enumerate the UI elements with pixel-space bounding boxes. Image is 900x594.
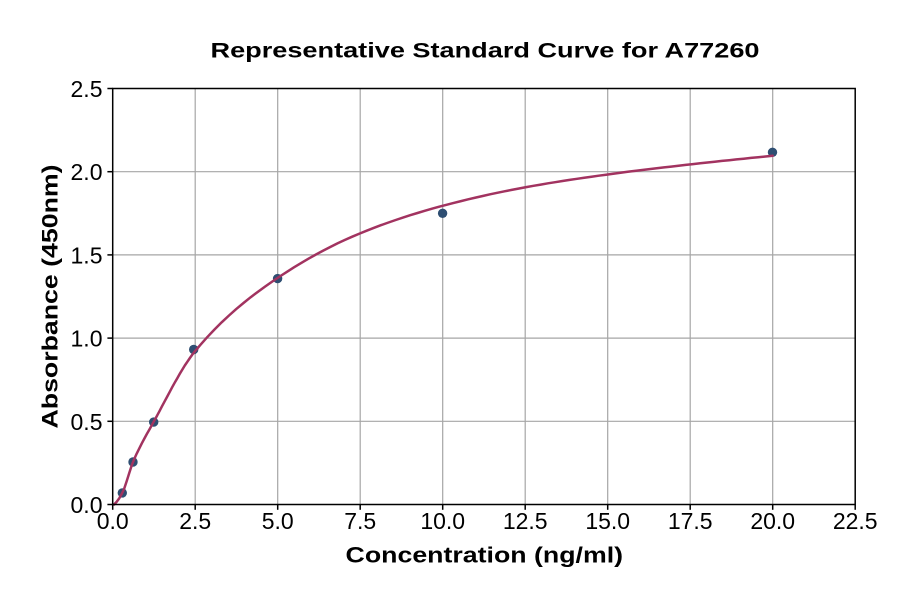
- svg-text:Concentration (ng/ml): Concentration (ng/ml): [346, 543, 624, 568]
- svg-text:0.0: 0.0: [71, 492, 103, 518]
- svg-text:20.0: 20.0: [750, 508, 795, 534]
- svg-text:17.5: 17.5: [668, 508, 713, 534]
- svg-text:7.5: 7.5: [344, 508, 376, 534]
- svg-text:0.0: 0.0: [97, 508, 129, 534]
- svg-text:2.5: 2.5: [179, 508, 211, 534]
- svg-text:12.5: 12.5: [503, 508, 548, 534]
- svg-text:10.0: 10.0: [420, 508, 465, 534]
- svg-text:Representative Standard Curve: Representative Standard Curve for A77260: [211, 40, 760, 63]
- svg-text:1.5: 1.5: [71, 242, 103, 268]
- svg-text:2.5: 2.5: [71, 76, 103, 102]
- svg-text:5.0: 5.0: [262, 508, 294, 534]
- svg-text:Absorbance (450nm): Absorbance (450nm): [38, 165, 63, 429]
- svg-text:15.0: 15.0: [585, 508, 630, 534]
- svg-text:0.5: 0.5: [71, 409, 103, 435]
- svg-text:2.0: 2.0: [71, 159, 103, 185]
- svg-text:22.5: 22.5: [833, 508, 878, 534]
- svg-text:1.0: 1.0: [71, 326, 103, 352]
